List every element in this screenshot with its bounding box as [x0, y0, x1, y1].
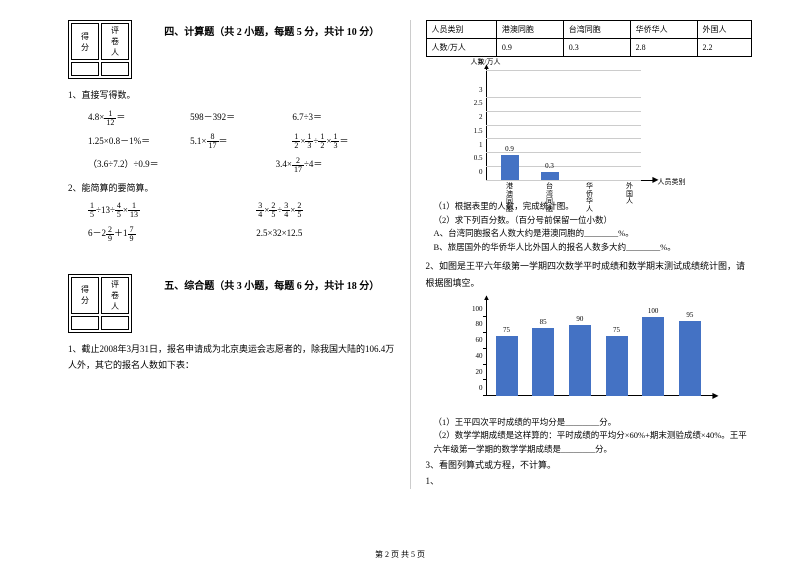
- q1-body: 1、直接写得数。 4.8×112＝ 598－392＝ 6.7÷3＝ 1.25×0…: [68, 87, 395, 243]
- section5-q1: 1、截止2008年3月31日，报名申请成为北京奥运会志愿者的，除我国大陆的106…: [68, 341, 395, 373]
- data-table: 人员类别港澳同胞台湾同胞华侨华人外国人 人数/万人0.90.32.82.2: [426, 20, 753, 57]
- section5-title: 五、综合题（共 3 小题，每题 6 分，共计 18 分）: [164, 277, 379, 292]
- calc-row-2: 1.25×0.8－1%＝ 5.1×817＝ 12×13÷12×13＝: [88, 133, 395, 150]
- q3-1: 1、: [426, 473, 753, 489]
- grader-label: 评卷人: [101, 23, 129, 60]
- q1-label: 1、直接写得数。: [68, 87, 395, 103]
- q2-text: 2、如图是王平六年级第一学期四次数学平时成绩和数学期末测试成绩统计图，请根据图填…: [426, 258, 753, 290]
- chart1-xtitle: 人员类别: [658, 177, 686, 187]
- calc-row-3: （3.6÷7.2）÷0.9＝ 3.4×217÷4＝: [88, 156, 395, 173]
- section4-title: 四、计算题（共 2 小题，每题 5 分，共计 10 分）: [164, 23, 379, 38]
- q2-label: 2、能简算的要简算。: [68, 180, 395, 196]
- score-box-5: 得分评卷人: [68, 274, 132, 333]
- bar-chart-1: 人数/万人 ▲ ▶ 人员类别 00.511.522.5340.9港澳同胞0.3台…: [456, 65, 656, 195]
- bar-chart-2: ▲ ▶ 0204060801007585907510095: [456, 296, 716, 411]
- page-footer: 第 2 页 共 5 页: [0, 549, 800, 560]
- simp-row-2: 6－229＋179 2.5×32×12.5: [88, 225, 395, 242]
- left-column: 得分评卷人 四、计算题（共 2 小题，每题 5 分，共计 10 分） 1、直接写…: [60, 20, 411, 489]
- section5-head: 得分评卷人 五、综合题（共 3 小题，每题 6 分，共计 18 分）: [68, 274, 395, 335]
- subq2: （1）王平四次平时成绩的平均分是________分。 （2）数学学期成绩是这样算…: [434, 416, 753, 457]
- right-column: 人员类别港澳同胞台湾同胞华侨华人外国人 人数/万人0.90.32.82.2 人数…: [411, 20, 761, 489]
- section4-head: 得分评卷人 四、计算题（共 2 小题，每题 5 分，共计 10 分）: [68, 20, 395, 81]
- score-box: 得分评卷人: [68, 20, 132, 79]
- score-label: 得分: [71, 23, 99, 60]
- q3-text: 3、看图列算式或方程，不计算。: [426, 457, 753, 473]
- simp-row-1: 15÷13÷45×113 34×25÷34×25: [88, 202, 395, 219]
- calc-row-1: 4.8×112＝ 598－392＝ 6.7÷3＝: [88, 109, 395, 126]
